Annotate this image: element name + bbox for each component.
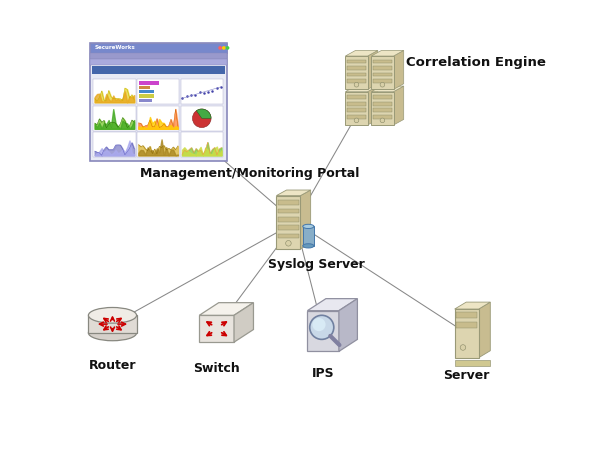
Circle shape [460,344,466,350]
FancyBboxPatch shape [139,86,150,89]
FancyBboxPatch shape [346,92,368,125]
FancyBboxPatch shape [347,66,366,70]
FancyBboxPatch shape [139,81,159,85]
FancyBboxPatch shape [371,92,394,125]
Circle shape [218,46,222,50]
FancyBboxPatch shape [277,195,301,249]
FancyBboxPatch shape [181,106,223,131]
Polygon shape [339,299,358,351]
Circle shape [380,82,385,87]
Polygon shape [368,50,378,89]
FancyBboxPatch shape [373,60,392,63]
Polygon shape [455,302,490,309]
FancyBboxPatch shape [93,132,136,157]
Polygon shape [394,86,404,125]
FancyBboxPatch shape [278,217,299,221]
Text: SecureWorks: SecureWorks [94,45,135,50]
FancyBboxPatch shape [88,315,137,333]
Circle shape [193,109,211,128]
Text: Correlation Engine: Correlation Engine [406,56,545,69]
Polygon shape [199,315,234,342]
Polygon shape [307,299,358,311]
Polygon shape [199,303,253,315]
Polygon shape [277,190,311,195]
Wedge shape [196,109,211,118]
FancyBboxPatch shape [347,102,366,106]
FancyBboxPatch shape [373,73,392,76]
Circle shape [226,46,229,50]
FancyBboxPatch shape [371,56,394,89]
FancyBboxPatch shape [93,106,136,131]
Text: Server: Server [443,369,490,382]
FancyBboxPatch shape [91,59,227,65]
FancyBboxPatch shape [373,115,392,119]
FancyBboxPatch shape [346,56,368,89]
Polygon shape [371,86,404,92]
Ellipse shape [88,307,137,323]
Polygon shape [234,303,253,342]
Circle shape [313,318,326,331]
FancyBboxPatch shape [139,90,154,94]
FancyBboxPatch shape [278,208,299,213]
FancyBboxPatch shape [457,312,477,319]
FancyBboxPatch shape [181,79,223,104]
Polygon shape [371,50,404,56]
FancyBboxPatch shape [373,66,392,70]
Polygon shape [346,50,378,56]
FancyBboxPatch shape [303,226,314,246]
Ellipse shape [303,244,314,248]
Polygon shape [301,190,311,249]
FancyBboxPatch shape [347,79,366,83]
FancyBboxPatch shape [139,94,154,98]
FancyBboxPatch shape [137,132,179,157]
Circle shape [286,240,291,246]
Text: Router: Router [89,359,136,372]
FancyBboxPatch shape [92,66,225,74]
FancyBboxPatch shape [455,309,479,357]
Polygon shape [479,302,490,357]
FancyBboxPatch shape [137,79,179,104]
Ellipse shape [88,325,137,341]
Circle shape [380,118,385,123]
Circle shape [354,118,359,123]
Polygon shape [307,311,339,351]
FancyBboxPatch shape [139,99,152,102]
Text: Management/Monitoring Portal: Management/Monitoring Portal [140,167,359,180]
FancyBboxPatch shape [347,115,366,119]
Ellipse shape [303,224,314,229]
Text: Switch: Switch [193,362,240,375]
Circle shape [222,46,226,50]
Circle shape [310,315,334,339]
FancyBboxPatch shape [373,102,392,106]
Polygon shape [394,50,404,89]
FancyBboxPatch shape [91,43,227,161]
FancyBboxPatch shape [91,43,227,53]
Text: Syslog Server: Syslog Server [268,258,365,271]
FancyBboxPatch shape [347,73,366,76]
FancyBboxPatch shape [137,106,179,131]
FancyBboxPatch shape [347,108,366,112]
FancyBboxPatch shape [278,200,299,205]
Polygon shape [346,86,378,92]
FancyBboxPatch shape [373,79,392,83]
FancyBboxPatch shape [457,322,477,329]
FancyBboxPatch shape [373,108,392,112]
FancyBboxPatch shape [278,233,299,238]
FancyBboxPatch shape [91,53,227,59]
FancyBboxPatch shape [278,225,299,230]
Circle shape [354,82,359,87]
FancyBboxPatch shape [181,132,223,157]
FancyBboxPatch shape [93,79,136,104]
FancyBboxPatch shape [347,95,366,99]
FancyBboxPatch shape [455,359,490,366]
FancyBboxPatch shape [373,95,392,99]
Text: IPS: IPS [312,367,334,380]
FancyBboxPatch shape [347,60,366,63]
Polygon shape [368,86,378,125]
